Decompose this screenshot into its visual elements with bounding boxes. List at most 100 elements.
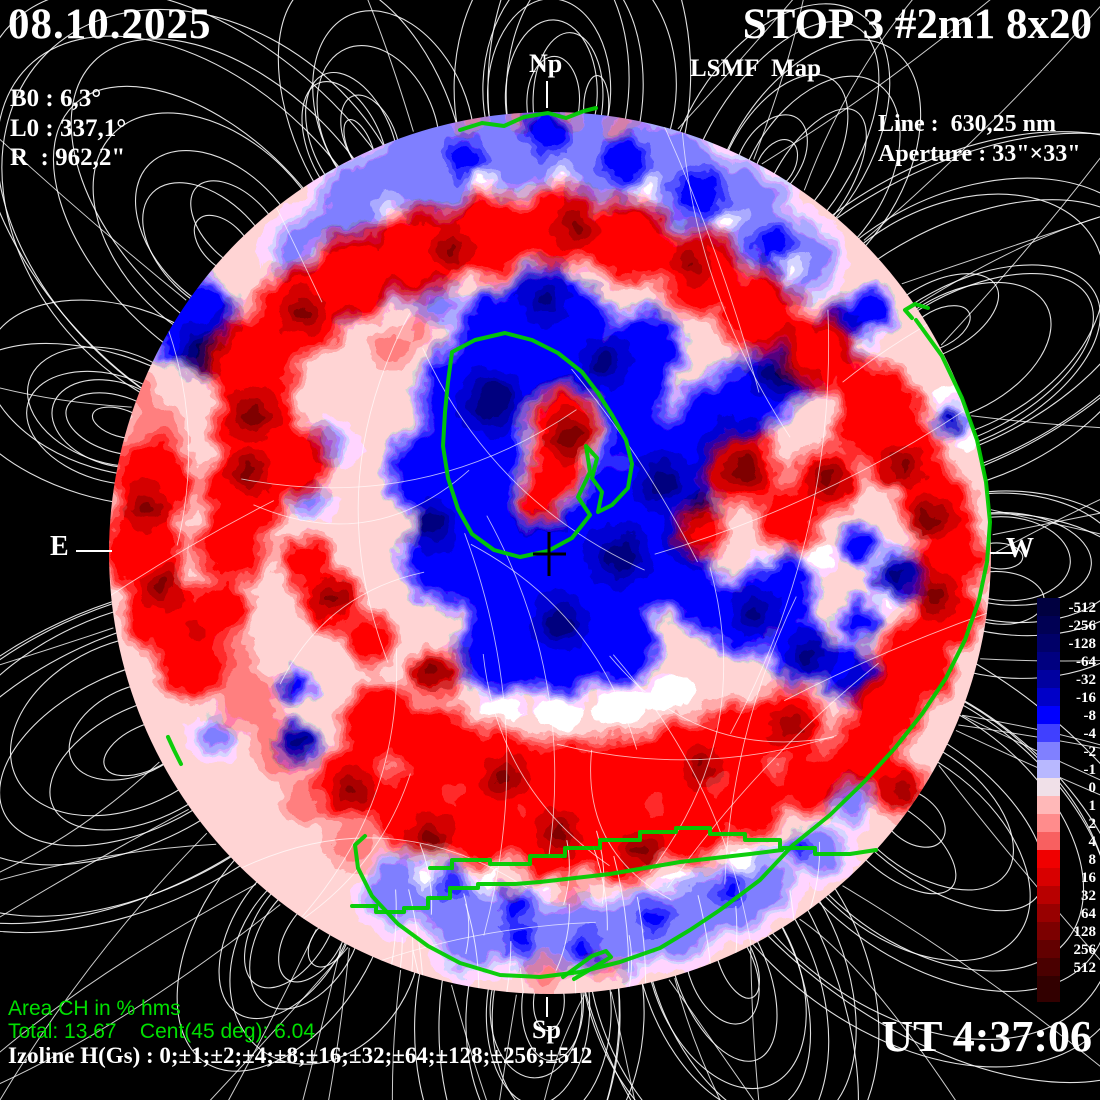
field-region <box>365 325 415 375</box>
field-region <box>413 507 451 545</box>
field-region <box>559 212 591 244</box>
field-line-ray <box>803 0 913 191</box>
field-region <box>520 112 570 157</box>
field-region <box>438 914 502 978</box>
area-ch-label: Area CH in % hms <box>8 997 181 1020</box>
field-region <box>231 454 267 490</box>
field-region <box>887 452 919 484</box>
contour-north-limb-arc <box>458 106 598 132</box>
west-limb-label: W <box>1006 533 1034 564</box>
field-region <box>433 779 527 873</box>
colorbar-label: -8 <box>1084 708 1097 724</box>
colorbar-band <box>1037 868 1060 886</box>
field-region <box>413 819 451 857</box>
field-region <box>637 898 673 934</box>
field-region <box>465 375 519 429</box>
field-line-ray <box>992 512 1100 536</box>
field-region <box>794 639 826 671</box>
field-line-ray <box>863 5 1100 241</box>
colorbar-band <box>1037 922 1060 940</box>
map-type-label: LSMF Map <box>690 55 822 82</box>
field-line-ray <box>451 984 488 1100</box>
colorbar-label: 2 <box>1089 816 1097 832</box>
colorbar-label: -256 <box>1069 618 1097 634</box>
field-line-ray <box>0 138 187 301</box>
colorbar-band <box>1037 886 1060 904</box>
field-region <box>877 587 899 609</box>
colorbar-band <box>1037 616 1060 634</box>
contour-west-south-limb-arc <box>353 318 992 979</box>
colorbar-band <box>1037 760 1060 778</box>
field-region <box>278 668 314 704</box>
field-region <box>437 233 467 263</box>
field-region <box>838 598 882 642</box>
field-region <box>587 344 623 380</box>
field-region <box>128 487 166 525</box>
contour-south-iso-lower <box>350 848 784 914</box>
colorbar-label: -4 <box>1084 726 1097 742</box>
field-region <box>489 760 521 792</box>
field-region <box>542 694 578 730</box>
colorbar-band <box>1037 796 1060 814</box>
field-region <box>401 311 439 349</box>
colorbar-label: 16 <box>1081 870 1097 886</box>
field-region <box>515 477 565 527</box>
field-region <box>883 560 913 590</box>
field-line-ray <box>0 387 132 408</box>
colorbar-band <box>1037 688 1060 706</box>
field-region <box>888 778 916 806</box>
field-region <box>284 726 314 756</box>
field-region <box>340 610 400 670</box>
disk-center-cross <box>533 532 566 576</box>
field-region <box>337 775 367 805</box>
field-region <box>571 598 665 692</box>
field-region <box>675 249 705 279</box>
field-line-ray <box>328 947 350 1100</box>
field-line-ray <box>677 0 794 130</box>
disk-field-line <box>408 889 425 994</box>
colorbar-band <box>1037 652 1060 670</box>
south-pole-label: Sp <box>532 1015 561 1044</box>
field-region <box>231 394 273 436</box>
field-region <box>836 523 880 567</box>
field-line-ray <box>0 843 217 881</box>
field-region <box>838 728 902 792</box>
field-line-ray <box>302 943 342 1100</box>
disk-field-line <box>609 655 835 743</box>
disk-field-line <box>571 368 699 563</box>
colorbar-band <box>1037 814 1060 832</box>
field-region <box>381 423 479 521</box>
field-line-ray <box>0 904 281 1085</box>
field-line-ray <box>367 0 414 132</box>
field-region <box>918 578 954 614</box>
field-line-ray <box>499 994 517 1100</box>
field-line-ray <box>962 714 1100 746</box>
field-region <box>656 684 688 716</box>
disk-field-line <box>730 309 830 735</box>
colorbar-band <box>1037 778 1060 796</box>
field-region <box>504 924 536 956</box>
disk-field-line <box>470 543 638 750</box>
colorbar-cap <box>1037 976 1060 1002</box>
colorbar-band <box>1037 832 1060 850</box>
b0-angle-label: B0 : 6,3° <box>10 85 102 112</box>
field-region <box>672 502 732 562</box>
l0-angle-label: L0 : 337,1° <box>10 115 127 142</box>
colorbar-band <box>1037 598 1060 616</box>
field-region <box>527 282 563 318</box>
disk-field-line <box>667 662 879 889</box>
field-region <box>687 753 717 783</box>
disk-field-line <box>109 500 275 700</box>
colorbar-label: -32 <box>1076 672 1096 688</box>
colorbar-label: -16 <box>1076 690 1096 706</box>
disk-field-line <box>679 112 791 438</box>
field-region <box>443 136 487 180</box>
disk-field-line <box>697 895 714 994</box>
field-line-ray <box>842 885 1100 1067</box>
disk-field-line <box>783 553 991 702</box>
field-region <box>911 501 949 539</box>
field-line-ray <box>753 0 804 160</box>
colorbar-label: 128 <box>1074 924 1097 940</box>
